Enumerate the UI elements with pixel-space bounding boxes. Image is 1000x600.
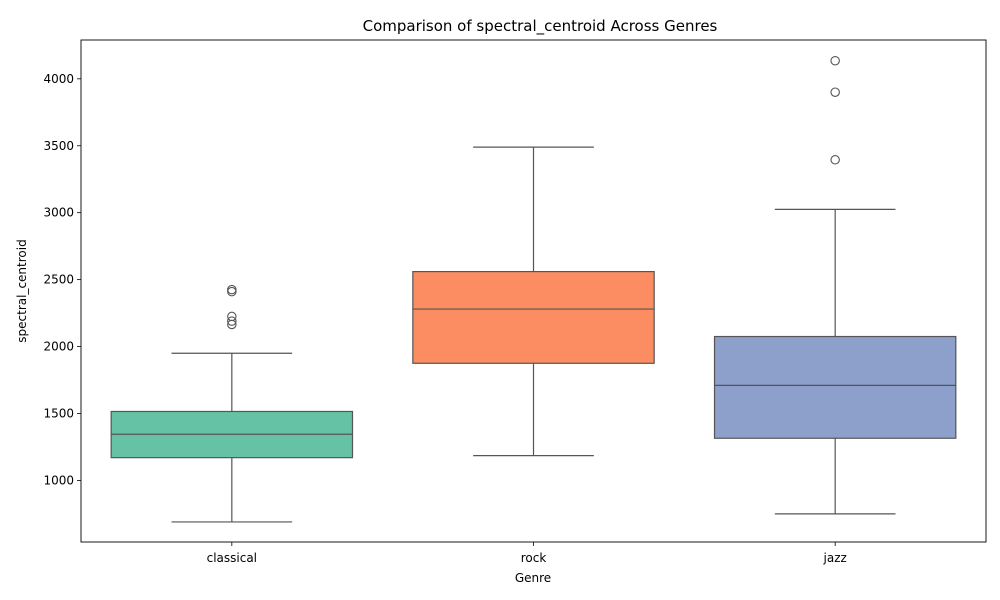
y-tick-label: 3000 bbox=[43, 206, 74, 220]
y-tick-label: 3500 bbox=[43, 139, 74, 153]
y-tick-label: 2500 bbox=[43, 273, 74, 287]
plot-area bbox=[110, 55, 957, 523]
outlier-point bbox=[830, 55, 840, 66]
y-tick-label: 1000 bbox=[43, 473, 74, 487]
iqr-box bbox=[713, 335, 957, 439]
y-tick-label: 4000 bbox=[43, 72, 74, 86]
x-tick-label: jazz bbox=[823, 551, 847, 565]
x-tick-label: rock bbox=[521, 551, 547, 565]
iqr-box bbox=[412, 270, 655, 364]
box-rock bbox=[412, 146, 655, 457]
x-tick-label: classical bbox=[207, 551, 257, 565]
y-tick-label: 1500 bbox=[43, 406, 74, 420]
y-axis-label: spectral_centroid bbox=[15, 239, 29, 342]
chart-title: Comparison of spectral_centroid Across G… bbox=[363, 17, 718, 36]
outlier-point bbox=[830, 155, 840, 165]
y-tick-label: 2000 bbox=[43, 340, 74, 354]
outlier-point bbox=[227, 284, 237, 295]
box-jazz bbox=[713, 55, 957, 515]
outlier-point bbox=[830, 87, 840, 97]
box-classical bbox=[110, 284, 354, 523]
x-axis-label: Genre bbox=[515, 571, 551, 585]
outlier-point bbox=[227, 286, 237, 297]
outlier-point bbox=[227, 316, 237, 326]
outlier-point bbox=[227, 311, 237, 322]
